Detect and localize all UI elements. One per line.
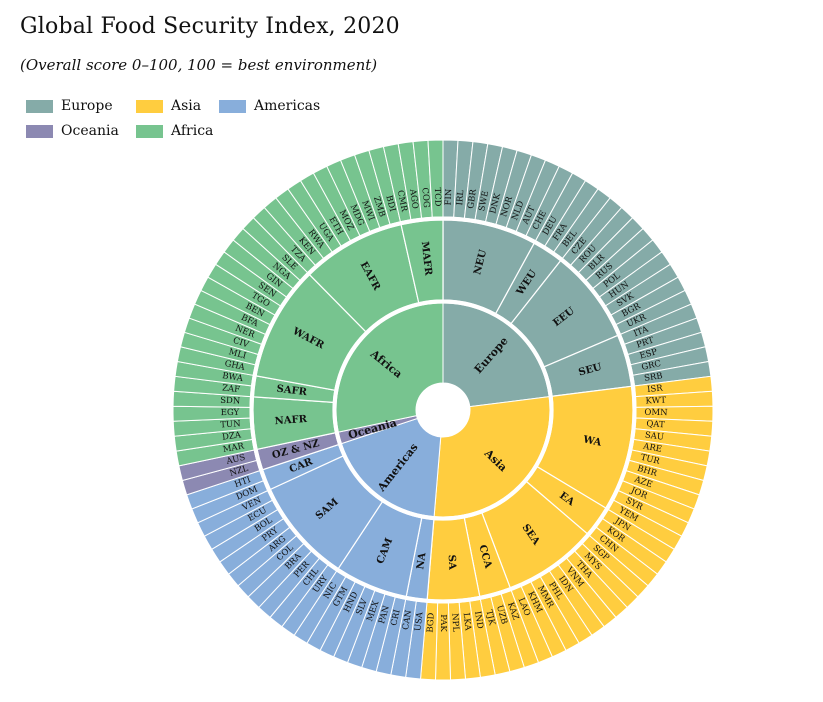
chart-title: Global Food Security Index, 2020 xyxy=(20,14,400,39)
country-label-gbr: GBR xyxy=(466,188,479,209)
legend-label-africa: Africa xyxy=(171,123,214,139)
chart-subtitle: (Overall score 0–100, 100 = best environ… xyxy=(20,56,378,74)
country-label-isr: ISR xyxy=(647,384,664,396)
legend-item-oceania: Oceania xyxy=(26,123,119,139)
separator-ring xyxy=(332,299,554,521)
country-label-ind: IND xyxy=(472,611,485,630)
country-label-sau: SAU xyxy=(644,430,664,442)
country-label-tjk: TJK xyxy=(483,609,496,627)
subregion-label-sa: SA xyxy=(446,554,458,570)
country-label-npl: NPL xyxy=(449,613,460,633)
country-label-cmr: CMR xyxy=(395,189,409,213)
legend-swatch-europe xyxy=(26,99,53,113)
country-label-srb: SRB xyxy=(644,371,664,384)
legend-swatch-americas xyxy=(219,99,246,113)
country-label-gha: GHA xyxy=(224,359,247,373)
country-label-esp: ESP xyxy=(639,347,659,361)
country-label-mli: MLI xyxy=(228,347,248,361)
legend-label-americas: Americas xyxy=(254,98,321,114)
country-label-bgd: BGD xyxy=(426,612,437,633)
legend-item-asia: Asia xyxy=(136,98,201,114)
country-label-zaf: ZAF xyxy=(222,383,241,395)
country-label-irl: IRL xyxy=(455,189,466,206)
legend-label-europe: Europe xyxy=(61,98,113,114)
subregion-label-nafr: NAFR xyxy=(274,414,308,427)
country-label-grc: GRC xyxy=(641,359,662,373)
center-hole xyxy=(416,383,470,437)
legend-swatch-oceania xyxy=(26,124,53,138)
country-label-ago: AGO xyxy=(407,188,420,210)
subregion-label-wa: WA xyxy=(581,434,602,449)
country-label-tur: TUR xyxy=(640,453,662,467)
country-label-lka: LKA xyxy=(461,612,473,632)
country-label-pak: PAK xyxy=(438,614,448,632)
country-label-dza: DZA xyxy=(222,430,243,442)
country-label-are: ARE xyxy=(641,441,662,454)
legend-item-africa: Africa xyxy=(136,123,213,139)
subregion-label-na: NA xyxy=(415,552,428,570)
country-label-usa: USA xyxy=(413,611,425,632)
separator-ring xyxy=(249,216,637,604)
country-label-bwa: BWA xyxy=(221,371,244,384)
country-label-fin: FIN xyxy=(444,188,454,206)
country-label-mar: MAR xyxy=(222,441,245,455)
subregion-label-mafr: MAFR xyxy=(419,241,434,277)
country-label-sdn: SDN xyxy=(220,396,241,407)
legend-label-oceania: Oceania xyxy=(61,123,119,139)
country-label-omn: OMN xyxy=(644,408,668,418)
country-label-qat: QAT xyxy=(646,419,665,430)
country-label-aus: AUS xyxy=(224,453,246,467)
country-label-egy: EGY xyxy=(221,408,240,418)
country-label-can: CAN xyxy=(401,609,414,631)
country-label-tcd: TCD xyxy=(432,187,443,206)
legend-label-asia: Asia xyxy=(171,98,202,114)
legend-item-europe: Europe xyxy=(26,98,113,114)
legend-swatch-africa xyxy=(136,124,163,138)
country-label-bdi: BDI xyxy=(383,194,397,212)
subregion-ring xyxy=(252,219,634,601)
country-label-cog: COG xyxy=(419,187,431,208)
country-label-cri: CRI xyxy=(389,609,402,627)
subregion-label-safr: SAFR xyxy=(276,384,308,399)
legend-item-americas: Americas xyxy=(219,98,320,114)
country-label-tun: TUN xyxy=(220,419,241,430)
legend-swatch-asia xyxy=(136,99,163,113)
country-label-swe: SWE xyxy=(477,190,491,212)
country-label-kwt: KWT xyxy=(645,396,666,407)
